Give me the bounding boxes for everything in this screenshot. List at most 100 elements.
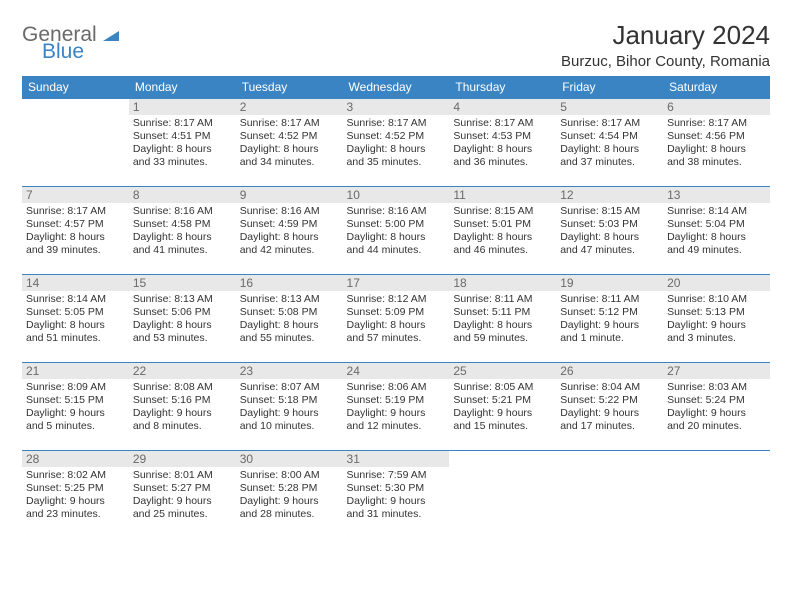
- day-number: 11: [449, 187, 556, 203]
- calendar-cell: 26 Sunrise: 8:04 AMSunset: 5:22 PMDayligh…: [556, 363, 663, 451]
- day-details: Sunrise: 7:59 AMSunset: 5:30 PMDaylight:…: [347, 469, 446, 522]
- calendar-cell: 21Sunrise: 8:09 AMSunset: 5:15 PMDayligh…: [22, 363, 129, 451]
- calendar-week-row: 7Sunrise: 8:17 AMSunset: 4:57 PMDaylight…: [22, 187, 770, 275]
- day-details: Sunrise: 8:01 AMSunset: 5:27 PMDaylight:…: [133, 469, 232, 522]
- day-number: 30: [236, 451, 343, 467]
- calendar-cell: 19Sunrise: 8:11 AMSunset: 5:12 PMDayligh…: [556, 275, 663, 363]
- calendar-page: General Blue January 2024 Burzuc, Bihor …: [0, 0, 792, 539]
- day-details: Sunrise: 8:16 AMSunset: 4:59 PMDaylight:…: [240, 205, 339, 258]
- day-details: Sunrise: 8:17 AMSunset: 4:52 PMDaylight:…: [240, 117, 339, 170]
- day-number: 29: [129, 451, 236, 467]
- calendar-cell: 29 Sunrise: 8:01 AMSunset: 5:27 PMDayligh…: [129, 451, 236, 539]
- calendar-cell: 22 Sunrise: 8:08 AMSunset: 5:16 PMDayligh…: [129, 363, 236, 451]
- calendar-cell: 23 Sunrise: 8:07 AMSunset: 5:18 PMDayligh…: [236, 363, 343, 451]
- day-number: 8: [129, 187, 236, 203]
- day-number: 10: [343, 187, 450, 203]
- day-details: Sunrise: 8:04 AMSunset: 5:22 PMDaylight:…: [560, 381, 659, 434]
- calendar-cell: 16 Sunrise: 8:13 AMSunset: 5:08 PMDayligh…: [236, 275, 343, 363]
- day-number: 2: [236, 99, 343, 115]
- day-number: 28: [22, 451, 129, 467]
- header: General Blue January 2024 Burzuc, Bihor …: [22, 20, 770, 70]
- day-header: Monday: [129, 76, 236, 99]
- day-details: Sunrise: 8:08 AMSunset: 5:16 PMDaylight:…: [133, 381, 232, 434]
- calendar-table: SundayMondayTuesdayWednesdayThursdayFrid…: [22, 76, 770, 539]
- calendar-cell: 9Sunrise: 8:16 AMSunset: 4:59 PMDaylight…: [236, 187, 343, 275]
- day-header: Tuesday: [236, 76, 343, 99]
- day-details: Sunrise: 8:14 AMSunset: 5:05 PMDaylight:…: [26, 293, 125, 346]
- calendar-week-row: 21Sunrise: 8:09 AMSunset: 5:15 PMDayligh…: [22, 363, 770, 451]
- title-block: January 2024 Burzuc, Bihor County, Roman…: [561, 20, 770, 70]
- day-details: Sunrise: 8:00 AMSunset: 5:28 PMDaylight:…: [240, 469, 339, 522]
- calendar-week-row: 14 Sunrise: 8:14 AMSunset: 5:05 PMDayligh…: [22, 275, 770, 363]
- day-number: 12: [556, 187, 663, 203]
- day-header: Friday: [556, 76, 663, 99]
- day-number: 6: [663, 99, 770, 115]
- day-number: 1: [129, 99, 236, 115]
- day-details: Sunrise: 8:02 AMSunset: 5:25 PMDaylight:…: [26, 469, 125, 522]
- day-header: Thursday: [449, 76, 556, 99]
- day-details: Sunrise: 8:13 AMSunset: 5:06 PMDaylight:…: [133, 293, 232, 346]
- calendar-cell: 31 Sunrise: 7:59 AMSunset: 5:30 PMDayligh…: [343, 451, 450, 539]
- calendar-body: 1 Sunrise: 8:17 AMSunset: 4:51 PMDaylight…: [22, 99, 770, 539]
- location: Burzuc, Bihor County, Romania: [561, 53, 770, 70]
- calendar-cell: [556, 451, 663, 539]
- calendar-cell: 15 Sunrise: 8:13 AMSunset: 5:06 PMDayligh…: [129, 275, 236, 363]
- calendar-cell: 27 Sunrise: 8:03 AMSunset: 5:24 PMDayligh…: [663, 363, 770, 451]
- day-number: 19: [556, 275, 663, 291]
- day-number: 22: [129, 363, 236, 379]
- calendar-cell: 2 Sunrise: 8:17 AMSunset: 4:52 PMDaylight…: [236, 99, 343, 187]
- calendar-cell: [663, 451, 770, 539]
- calendar-cell: 5 Sunrise: 8:17 AMSunset: 4:54 PMDaylight…: [556, 99, 663, 187]
- day-details: Sunrise: 8:03 AMSunset: 5:24 PMDaylight:…: [667, 381, 766, 434]
- calendar-cell: 13Sunrise: 8:14 AMSunset: 5:04 PMDayligh…: [663, 187, 770, 275]
- day-number: 25: [449, 363, 556, 379]
- logo: General Blue: [22, 24, 119, 62]
- day-number: 26: [556, 363, 663, 379]
- calendar-cell: 28 Sunrise: 8:02 AMSunset: 5:25 PMDayligh…: [22, 451, 129, 539]
- day-number: 21: [22, 363, 129, 379]
- day-details: Sunrise: 8:15 AMSunset: 5:01 PMDaylight:…: [453, 205, 552, 258]
- day-details: Sunrise: 8:17 AMSunset: 4:51 PMDaylight:…: [133, 117, 232, 170]
- day-details: Sunrise: 8:13 AMSunset: 5:08 PMDaylight:…: [240, 293, 339, 346]
- day-number: 16: [236, 275, 343, 291]
- day-number: 13: [663, 187, 770, 203]
- day-number: 5: [556, 99, 663, 115]
- day-number: 3: [343, 99, 450, 115]
- day-number: 15: [129, 275, 236, 291]
- calendar-head: SundayMondayTuesdayWednesdayThursdayFrid…: [22, 76, 770, 99]
- calendar-cell: [449, 451, 556, 539]
- calendar-cell: 20Sunrise: 8:10 AMSunset: 5:13 PMDayligh…: [663, 275, 770, 363]
- day-details: Sunrise: 8:17 AMSunset: 4:54 PMDaylight:…: [560, 117, 659, 170]
- day-number: 31: [343, 451, 450, 467]
- day-number: 17: [343, 275, 450, 291]
- day-number: 23: [236, 363, 343, 379]
- calendar-week-row: 28 Sunrise: 8:02 AMSunset: 5:25 PMDayligh…: [22, 451, 770, 539]
- day-details: Sunrise: 8:17 AMSunset: 4:57 PMDaylight:…: [26, 205, 125, 258]
- calendar-cell: 3Sunrise: 8:17 AMSunset: 4:52 PMDaylight…: [343, 99, 450, 187]
- calendar-cell: 4Sunrise: 8:17 AMSunset: 4:53 PMDaylight…: [449, 99, 556, 187]
- calendar-cell: 17 Sunrise: 8:12 AMSunset: 5:09 PMDayligh…: [343, 275, 450, 363]
- day-details: Sunrise: 8:17 AMSunset: 4:56 PMDaylight:…: [667, 117, 766, 170]
- day-details: Sunrise: 8:12 AMSunset: 5:09 PMDaylight:…: [347, 293, 446, 346]
- calendar-cell: 8Sunrise: 8:16 AMSunset: 4:58 PMDaylight…: [129, 187, 236, 275]
- calendar-cell: 7Sunrise: 8:17 AMSunset: 4:57 PMDaylight…: [22, 187, 129, 275]
- day-details: Sunrise: 8:17 AMSunset: 4:53 PMDaylight:…: [453, 117, 552, 170]
- day-header: Sunday: [22, 76, 129, 99]
- calendar-cell: 6 Sunrise: 8:17 AMSunset: 4:56 PMDaylight…: [663, 99, 770, 187]
- day-details: Sunrise: 8:05 AMSunset: 5:21 PMDaylight:…: [453, 381, 552, 434]
- calendar-cell: [22, 99, 129, 187]
- day-details: Sunrise: 8:07 AMSunset: 5:18 PMDaylight:…: [240, 381, 339, 434]
- day-number: 20: [663, 275, 770, 291]
- day-details: Sunrise: 8:06 AMSunset: 5:19 PMDaylight:…: [347, 381, 446, 434]
- calendar-cell: 24Sunrise: 8:06 AMSunset: 5:19 PMDayligh…: [343, 363, 450, 451]
- calendar-cell: 30 Sunrise: 8:00 AMSunset: 5:28 PMDayligh…: [236, 451, 343, 539]
- logo-text: General Blue: [22, 24, 119, 62]
- day-number: 14: [22, 275, 129, 291]
- day-details: Sunrise: 8:16 AMSunset: 5:00 PMDaylight:…: [347, 205, 446, 258]
- day-number: 27: [663, 363, 770, 379]
- day-number: 18: [449, 275, 556, 291]
- calendar-week-row: 1 Sunrise: 8:17 AMSunset: 4:51 PMDaylight…: [22, 99, 770, 187]
- calendar-cell: 1 Sunrise: 8:17 AMSunset: 4:51 PMDaylight…: [129, 99, 236, 187]
- logo-part2: Blue: [42, 41, 119, 62]
- month-title: January 2024: [561, 20, 770, 51]
